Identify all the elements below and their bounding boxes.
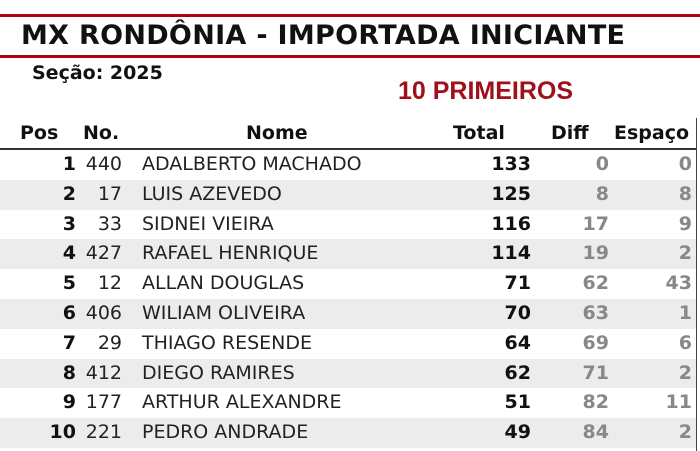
- table-row: 10 221 PEDRO ANDRADE 49 84 2: [0, 418, 697, 448]
- gap-value: 8: [678, 182, 692, 205]
- diff-value: 0: [595, 153, 609, 175]
- rider-name: DIEGO RAMIRES: [142, 361, 295, 384]
- rider-name: ARTHUR ALEXANDRE: [142, 391, 342, 414]
- gap-value: 6: [678, 331, 692, 354]
- bike-number: 221: [85, 421, 122, 444]
- table-row: 8 412 DIEGO RAMIRES 62 71 2: [0, 358, 697, 389]
- diff-value: 82: [582, 391, 609, 414]
- table-header: Pos No. Nome Total Diff Espaço: [0, 118, 697, 150]
- position: 10: [49, 421, 76, 444]
- rider-name: THIAGO RESENDE: [142, 331, 312, 354]
- total-points: 114: [491, 242, 531, 265]
- rider-name: SIDNEI VIEIRA: [142, 212, 274, 235]
- bike-number: 17: [97, 182, 122, 205]
- total-points: 116: [491, 212, 531, 235]
- total-points: 51: [504, 391, 531, 414]
- season-label: Seção: 2025: [32, 62, 163, 84]
- table-row: 2 17 LUIS AZEVEDO 125 8 8: [0, 179, 697, 210]
- position: 1: [62, 153, 76, 175]
- diff-value: 19: [582, 242, 609, 265]
- table-row: 1 440 ADALBERTO MACHADO 133 0 0: [0, 150, 697, 180]
- bike-number: 406: [85, 301, 122, 324]
- top-divider: [0, 14, 700, 17]
- diff-value: 8: [595, 182, 609, 205]
- position: 6: [62, 301, 76, 324]
- diff-value: 71: [582, 361, 609, 384]
- rider-name: RAFAEL HENRIQUE: [142, 242, 319, 265]
- rider-name: LUIS AZEVEDO: [142, 182, 282, 205]
- col-name: Nome: [246, 122, 308, 144]
- gap-value: 0: [678, 153, 692, 175]
- table-row: 3 33 SIDNEI VIEIRA 116 17 9: [0, 210, 697, 240]
- gap-value: 1: [678, 301, 692, 324]
- gap-value: 11: [665, 391, 692, 414]
- rider-name: ALLAN DOUGLAS: [142, 272, 305, 295]
- gap-value: 43: [665, 272, 692, 295]
- position: 8: [62, 361, 76, 384]
- position: 2: [62, 182, 76, 205]
- gap-value: 2: [678, 361, 692, 384]
- position: 9: [62, 391, 76, 414]
- bike-number: 177: [85, 391, 122, 414]
- table-row: 7 29 THIAGO RESENDE 64 69 6: [0, 329, 697, 359]
- total-points: 62: [504, 361, 531, 384]
- diff-value: 84: [582, 421, 609, 444]
- diff-value: 69: [582, 331, 609, 354]
- diff-value: 62: [582, 272, 609, 295]
- title-divider: [0, 55, 700, 58]
- bike-number: 12: [97, 272, 122, 295]
- position: 7: [62, 331, 76, 354]
- diff-value: 63: [582, 301, 609, 324]
- rider-name: ADALBERTO MACHADO: [142, 153, 362, 175]
- results-table: 1 440 ADALBERTO MACHADO 133 0 0 2 17 LUIS AZEVED…: [0, 150, 697, 448]
- diff-value: 17: [582, 212, 609, 235]
- total-points: 133: [491, 153, 531, 175]
- position: 5: [62, 272, 76, 295]
- bike-number: 440: [85, 153, 122, 175]
- col-pos: Pos: [20, 122, 59, 144]
- bike-number: 412: [85, 361, 122, 384]
- table-right-border: [696, 118, 697, 451]
- bike-number: 33: [97, 212, 122, 235]
- total-points: 64: [504, 331, 531, 354]
- position: 3: [62, 212, 76, 235]
- col-total: Total: [453, 122, 505, 144]
- total-points: 125: [491, 182, 531, 205]
- col-gap: Espaço: [614, 122, 690, 144]
- total-points: 49: [504, 421, 531, 444]
- gap-value: 2: [678, 242, 692, 265]
- rider-name: WILIAM OLIVEIRA: [142, 301, 306, 324]
- gap-value: 2: [678, 421, 692, 444]
- table-row: 4 427 RAFAEL HENRIQUE 114 19 2: [0, 239, 697, 270]
- total-points: 70: [504, 301, 531, 324]
- rider-name: PEDRO ANDRADE: [142, 421, 309, 444]
- bike-number: 427: [85, 242, 122, 265]
- table-row: 6 406 WILIAM OLIVEIRA 70 63 1: [0, 298, 697, 329]
- gap-value: 9: [678, 212, 692, 235]
- col-diff: Diff: [551, 122, 589, 144]
- total-points: 71: [504, 272, 531, 295]
- subtitle: 10 PRIMEIROS: [398, 77, 574, 105]
- position: 4: [62, 242, 76, 265]
- col-no: No.: [83, 122, 120, 144]
- page-title: MX RONDÔNIA - IMPORTADA INICIANTE: [21, 20, 626, 51]
- table-row: 5 12 ALLAN DOUGLAS 71 62 43: [0, 269, 697, 299]
- bike-number: 29: [97, 331, 122, 354]
- table-row: 9 177 ARTHUR ALEXANDRE 51 82 11: [0, 388, 697, 418]
